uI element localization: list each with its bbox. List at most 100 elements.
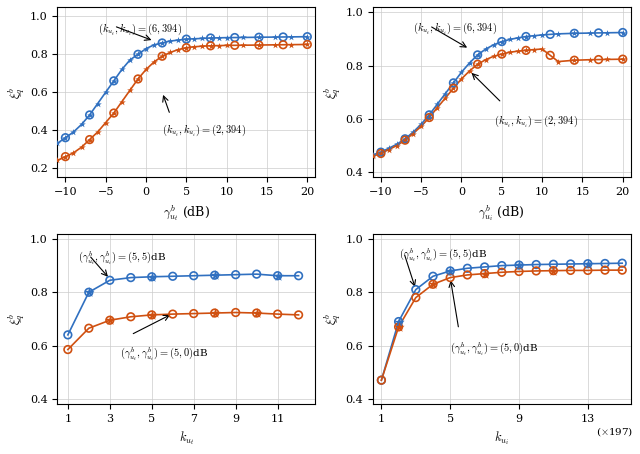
Point: [141, 66, 151, 73]
Point: [205, 35, 216, 42]
Point: [84, 325, 94, 332]
Point: [157, 53, 167, 60]
Point: [400, 137, 410, 144]
Point: [273, 272, 283, 279]
Y-axis label: $\xi_q^b$: $\xi_q^b$: [323, 313, 342, 325]
Point: [76, 121, 86, 128]
Point: [125, 87, 135, 94]
Point: [586, 56, 596, 64]
Point: [173, 36, 184, 44]
Point: [548, 261, 559, 268]
Point: [448, 79, 458, 87]
Point: [189, 310, 199, 317]
Point: [376, 148, 386, 156]
Point: [52, 140, 63, 147]
Point: [181, 35, 191, 43]
Point: [566, 267, 576, 274]
Point: [60, 153, 70, 160]
Point: [462, 265, 472, 272]
Text: $(\gamma_{u_t}^b, \gamma_{u_i}^b) = (5, 5)$dB: $(\gamma_{u_t}^b, \gamma_{u_i}^b) = (5, …: [399, 247, 487, 264]
Point: [376, 376, 387, 384]
Point: [392, 142, 402, 149]
Point: [105, 316, 115, 324]
Point: [237, 34, 248, 41]
Y-axis label: $\xi_q^b$: $\xi_q^b$: [7, 86, 27, 99]
Point: [147, 311, 157, 319]
Point: [488, 41, 499, 49]
Y-axis label: $\xi_q^b$: $\xi_q^b$: [7, 313, 27, 325]
Text: $(k_{u_t}, k_{u_i}) = (2, 394)$: $(k_{u_t}, k_{u_i}) = (2, 394)$: [162, 123, 246, 138]
Point: [582, 260, 593, 267]
Point: [84, 289, 94, 296]
Point: [618, 29, 628, 36]
Point: [147, 273, 157, 281]
Point: [384, 146, 394, 153]
Point: [109, 77, 119, 84]
Point: [84, 111, 95, 118]
Point: [481, 56, 491, 64]
Point: [479, 270, 490, 277]
Point: [440, 94, 451, 102]
Point: [197, 35, 207, 42]
Point: [84, 136, 95, 143]
Point: [205, 42, 216, 49]
X-axis label: $k_{u_i}$: $k_{u_i}$: [494, 429, 509, 447]
Point: [582, 267, 593, 274]
Point: [384, 144, 394, 152]
Point: [505, 49, 515, 56]
Point: [278, 33, 288, 40]
Point: [428, 273, 438, 280]
Point: [230, 34, 240, 41]
Point: [157, 39, 167, 47]
Point: [400, 135, 410, 143]
Point: [481, 45, 491, 53]
Text: $(\gamma_{u_t}^b, \gamma_{u_i}^b) = (5, 0)$dB: $(\gamma_{u_t}^b, \gamma_{u_i}^b) = (5, …: [450, 340, 539, 358]
Point: [116, 98, 127, 105]
Point: [93, 128, 103, 136]
Point: [84, 136, 95, 143]
Point: [197, 43, 207, 50]
Point: [448, 84, 458, 92]
Point: [553, 30, 563, 38]
Point: [529, 32, 539, 39]
Point: [531, 267, 541, 275]
Point: [514, 262, 524, 269]
Point: [448, 79, 458, 87]
Point: [537, 31, 547, 39]
Point: [302, 33, 312, 40]
Point: [84, 111, 95, 118]
Point: [189, 272, 199, 279]
Text: $(k_{u_t}, k_{u_i}) = (6, 394)$: $(k_{u_t}, k_{u_i}) = (6, 394)$: [413, 20, 497, 35]
Point: [440, 90, 451, 97]
Point: [529, 46, 539, 53]
Point: [432, 104, 442, 111]
Point: [472, 51, 483, 59]
Point: [116, 66, 127, 73]
Point: [254, 41, 264, 49]
Point: [617, 266, 627, 274]
Point: [302, 41, 312, 48]
Point: [569, 57, 579, 64]
Text: $(k_{u_t}, k_{u_i}) = (2, 394)$: $(k_{u_t}, k_{u_i}) = (2, 394)$: [493, 114, 578, 129]
Text: $(k_{u_t}, k_{u_i}) = (6, 394)$: $(k_{u_t}, k_{u_i}) = (6, 394)$: [98, 22, 182, 37]
Point: [230, 42, 240, 49]
Point: [513, 34, 523, 41]
Point: [586, 30, 596, 37]
X-axis label: $k_{u_t}$: $k_{u_t}$: [179, 429, 194, 447]
Point: [205, 35, 216, 42]
Point: [52, 157, 63, 164]
Point: [462, 271, 472, 279]
Point: [432, 101, 442, 108]
Point: [105, 316, 115, 324]
Point: [479, 270, 490, 277]
Point: [569, 57, 579, 64]
Point: [448, 84, 458, 92]
Point: [278, 41, 288, 49]
Point: [173, 46, 184, 53]
Point: [133, 75, 143, 83]
Point: [537, 45, 547, 53]
Point: [472, 60, 483, 68]
Point: [394, 318, 404, 325]
Point: [424, 111, 435, 118]
Point: [209, 310, 220, 317]
